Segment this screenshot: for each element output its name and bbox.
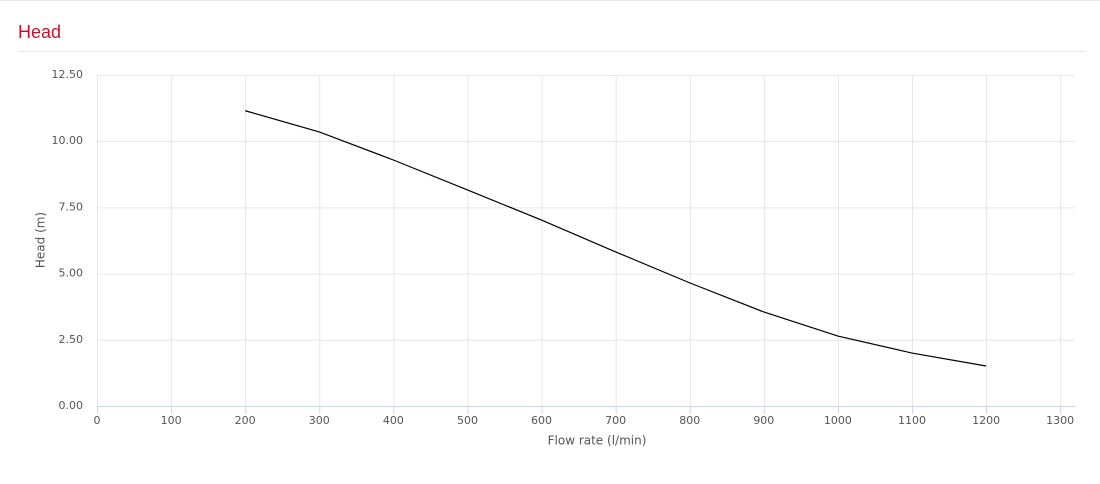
chart-title: Head [18,22,61,42]
y-tick-label: 12.50 [52,68,84,81]
y-tick-label: 10.00 [52,134,84,147]
x-tick-label: 0 [94,414,101,427]
data-line [245,110,987,367]
x-tick-label: 1000 [824,414,852,427]
y-axis-label: Head (m) [34,212,48,268]
y-tick-label: 5.00 [59,267,84,280]
x-tick-label: 900 [753,414,774,427]
x-tick-label: 500 [457,414,478,427]
y-tick-label: 0.00 [59,399,84,412]
x-tick-label: 800 [679,414,700,427]
y-tick-label: 7.50 [59,200,84,213]
x-tick-label: 1100 [898,414,926,427]
x-tick-label: 400 [383,414,404,427]
y-tick-label: 2.50 [59,333,84,346]
x-tick-label: 200 [235,414,256,427]
x-tick-label: 700 [605,414,626,427]
x-tick-label: 600 [531,414,552,427]
x-tick-label: 100 [161,414,182,427]
x-tick-label: 1300 [1046,414,1074,427]
x-tick-label: 300 [309,414,330,427]
x-tick-label: 1200 [972,414,1000,427]
x-axis-label: Flow rate (l/min) [548,434,647,448]
